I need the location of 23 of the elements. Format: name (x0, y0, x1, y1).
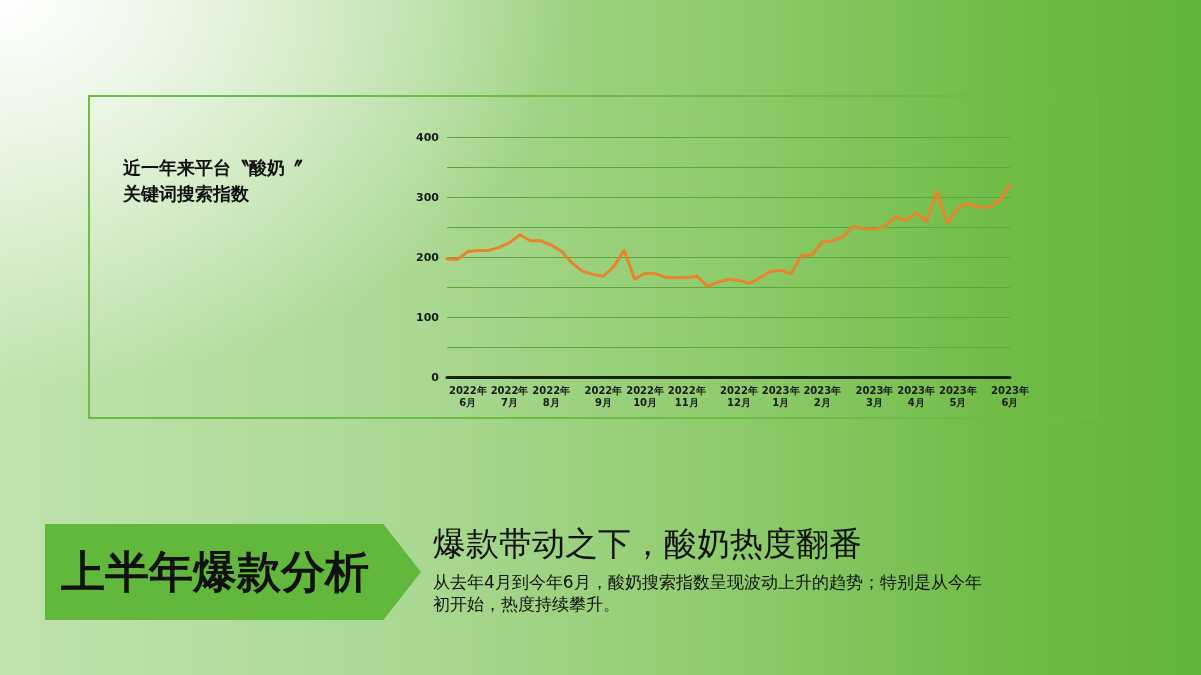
y-tick-label: 200 (416, 250, 440, 264)
y-tick-label: 300 (416, 190, 440, 204)
text: 近一年来平台〝酸奶〞关键词搜索指数 (122, 156, 303, 204)
y-tick-label: 400 (416, 130, 440, 144)
line-series (445, 183, 1012, 288)
x-tick-label: 2022年 8月 (532, 384, 571, 408)
x-tick-label: 2022年 6月 (448, 384, 487, 408)
text: 从去年4月到今年6月，酸奶搜索指数呈现波动上升的趋势；特别是从今年初开始，热度持续攀升。 (433, 571, 983, 615)
x-tick-label: 2023年 3月 (855, 384, 894, 408)
x-tick-label: 2022年 11月 (667, 384, 706, 408)
text: 爆款带动之下，酸奶热度翻番 (433, 523, 862, 565)
text: 上半年爆款分析 (60, 544, 370, 599)
x-tick-label: 2023年 5月 (938, 384, 977, 408)
x-tick-label: 2023年 4月 (897, 384, 936, 408)
x-tick-label: 2022年 10月 (626, 384, 665, 408)
x-tick-label: 2022年 12月 (720, 384, 758, 408)
y-tick-label: 0 (431, 370, 440, 384)
x-tick-label: 2023年 6月 (991, 384, 1029, 408)
x-tick-label: 2023年 2月 (803, 384, 842, 408)
x-tick-label: 2023年 1月 (761, 384, 800, 408)
x-tick-label: 2022年 7月 (490, 384, 529, 408)
x-tick-label: 2022年 9月 (584, 384, 623, 408)
y-tick-label: 100 (416, 310, 440, 324)
